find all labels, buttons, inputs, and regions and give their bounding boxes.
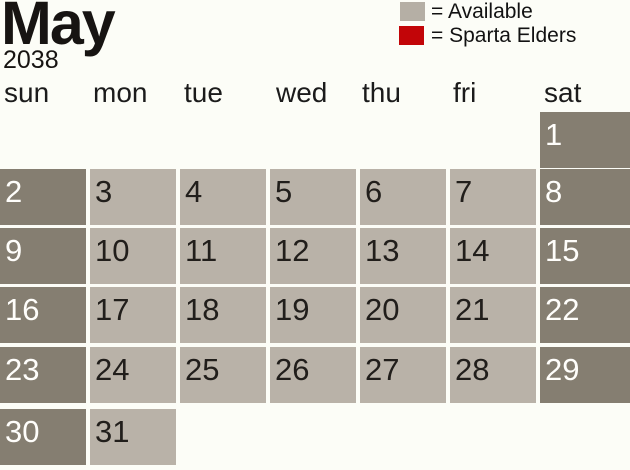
day-cell[interactable]: 9	[0, 228, 86, 284]
day-cell[interactable]: 14	[450, 228, 536, 284]
day-cell[interactable]: 23	[0, 347, 86, 403]
day-cell[interactable]: 16	[0, 287, 86, 343]
day-cell[interactable]: 13	[360, 228, 446, 284]
weekday-header-fri: fri	[453, 77, 477, 108]
day-cell[interactable]: 8	[540, 169, 630, 225]
day-cell[interactable]: 24	[90, 347, 176, 403]
weekday-header-thu: thu	[362, 77, 401, 108]
day-cell[interactable]: 25	[180, 347, 266, 403]
day-cell[interactable]: 1	[540, 112, 630, 168]
day-cell[interactable]: 29	[540, 347, 630, 403]
day-cell[interactable]: 2	[0, 169, 86, 225]
day-cell[interactable]: 31	[90, 409, 176, 465]
day-cell[interactable]: 6	[360, 169, 446, 225]
year-label: 2038	[3, 46, 59, 74]
month-title: May	[1, 0, 116, 57]
weekday-header-sun: sun	[4, 77, 50, 108]
day-cell[interactable]: 28	[450, 347, 536, 403]
weekday-header-mon: mon	[93, 77, 148, 108]
day-cell[interactable]: 30	[0, 409, 86, 465]
available-legend-label: = Available	[431, 0, 533, 23]
day-cell[interactable]: 15	[540, 228, 630, 284]
sparta-elders-legend-label: = Sparta Elders	[431, 24, 577, 47]
day-cell[interactable]: 10	[90, 228, 176, 284]
day-cell[interactable]: 17	[90, 287, 176, 343]
day-cell[interactable]: 21	[450, 287, 536, 343]
day-cell[interactable]: 3	[90, 169, 176, 225]
weekday-header-wed: wed	[276, 77, 328, 108]
day-cell[interactable]: 18	[180, 287, 266, 343]
day-cell[interactable]: 22	[540, 287, 630, 343]
sparta-elders-color-swatch	[399, 26, 424, 45]
day-cell[interactable]: 12	[270, 228, 356, 284]
available-color-swatch	[400, 2, 425, 21]
day-cell[interactable]: 27	[360, 347, 446, 403]
day-cell[interactable]: 11	[180, 228, 266, 284]
day-cell[interactable]: 7	[450, 169, 536, 225]
weekday-header-tue: tue	[184, 77, 223, 108]
day-cell[interactable]: 4	[180, 169, 266, 225]
day-cell[interactable]: 19	[270, 287, 356, 343]
day-cell[interactable]: 26	[270, 347, 356, 403]
day-cell[interactable]: 20	[360, 287, 446, 343]
day-cell[interactable]: 5	[270, 169, 356, 225]
weekday-header-sat: sat	[544, 77, 582, 108]
